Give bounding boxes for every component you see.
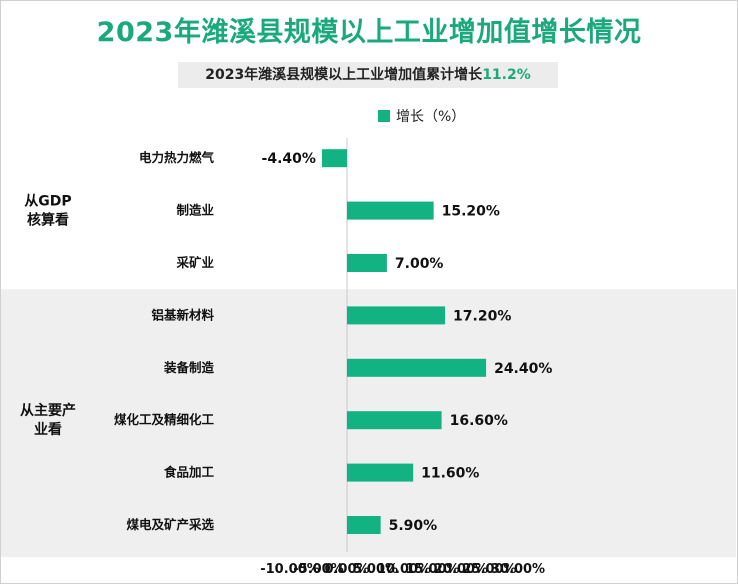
data-label: 5.90% [389, 518, 438, 534]
legend-swatch [378, 110, 390, 122]
x-tick-label: -5.00% [293, 562, 344, 577]
x-tick-label: 0.00% [324, 562, 369, 577]
data-label: -4.40% [262, 151, 316, 167]
category-label: 装备制造 [163, 360, 215, 375]
data-label: 11.60% [421, 466, 479, 482]
data-label: 7.00% [395, 256, 444, 272]
chart-subtitle: 2023年潍溪县规模以上工业增加值累计增长11.2% [178, 62, 558, 88]
x-tick-label: 5.00% [353, 562, 398, 577]
x-tick-label: 25.00% [462, 562, 516, 577]
category-label: 电力热力燃气 [139, 150, 215, 165]
group-label: 从GDP 核算看 [24, 194, 71, 229]
subtitle-value: 11.2% [482, 67, 531, 83]
bar [347, 411, 442, 430]
data-label: 15.20% [442, 204, 500, 220]
data-label: 16.60% [450, 413, 508, 429]
chart-title: 2023年潍溪县规模以上工业增加值增长情况 [96, 17, 642, 48]
chart-legend: 增长（%） [378, 106, 465, 126]
x-tick-label: -10.00% [260, 562, 320, 577]
x-tick-label: 15.00% [405, 562, 459, 577]
legend-label: 增长（%） [396, 109, 466, 125]
x-tick-label: 10.00% [377, 562, 431, 577]
x-tick-label: 30.00% [491, 562, 545, 577]
x-tick-label: 20.00% [434, 562, 488, 577]
bar [347, 516, 381, 534]
category-label: 铝基新材料 [151, 307, 214, 322]
category-label: 煤电及矿产采选 [126, 517, 214, 532]
bar [347, 254, 387, 272]
bar [347, 201, 434, 220]
group-label: 从主要产业看 [20, 402, 76, 438]
bar [347, 306, 446, 325]
category-label: 煤化工及精细化工 [114, 412, 215, 427]
data-label: 17.20% [453, 308, 511, 324]
data-label: 24.40% [494, 361, 552, 377]
bar [321, 149, 347, 168]
category-label: 食品加工 [163, 465, 215, 480]
category-label: 制造业 [176, 203, 214, 218]
bar [347, 463, 414, 482]
category-label: 采矿业 [175, 255, 214, 270]
subtitle-text: 2023年潍溪县规模以上工业增加值累计增长 [205, 67, 483, 83]
bar [347, 358, 487, 377]
